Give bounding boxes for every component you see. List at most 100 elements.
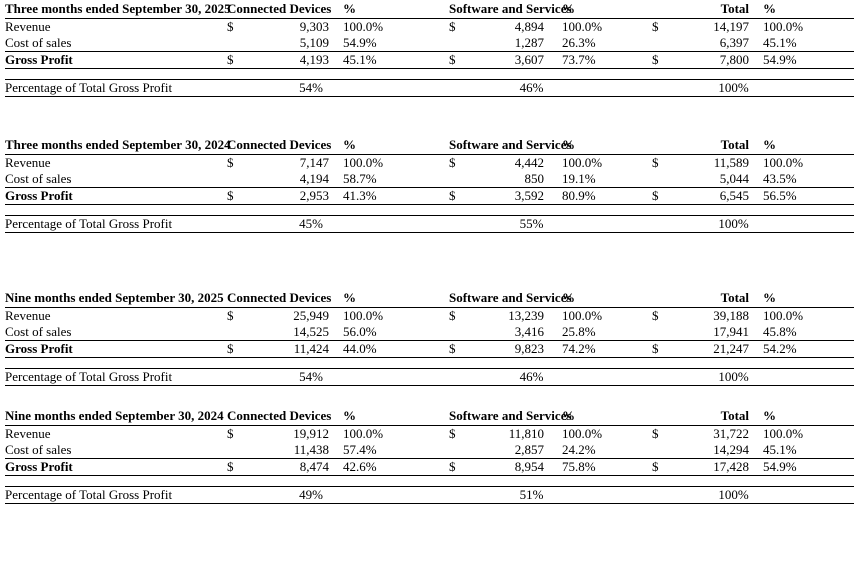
table-nine-months-2024: Nine months ended September 30, 2024 Con… [5, 408, 855, 504]
summary-percent: 51% [449, 486, 614, 504]
currency-symbol: $ [652, 187, 674, 205]
currency-symbol: $ [227, 458, 249, 476]
percent-value: 54.9% [343, 35, 395, 52]
summary-label: Percentage of Total Gross Profit [5, 486, 227, 504]
currency-symbol: $ [652, 426, 659, 441]
revenue-row: Revenue $ 25,949 100.0% $ 13,239 100.0% … [5, 308, 854, 325]
summary-percent: 46% [449, 79, 614, 97]
period-title: Nine months ended September 30, 2025 [5, 290, 227, 308]
revenue-row: Revenue $ 9,303 100.0% $ 4,894 100.0% $ … [5, 19, 854, 36]
period-title: Three months ended September 30, 2024 [5, 137, 231, 155]
amount-value: 14,294 [674, 442, 750, 459]
gross-profit-row: Gross Profit $ 8,474 42.6% $ 8,954 75.8%… [5, 458, 855, 476]
percent-value: 45.1% [763, 442, 816, 459]
percent-value: 56.0% [343, 324, 395, 341]
currency-symbol [652, 442, 674, 459]
amount-value: 5,044 [674, 171, 750, 188]
percent-value: 57.4% [343, 442, 395, 459]
currency-symbol: $ [227, 155, 234, 170]
summary-percent: 45% [227, 215, 395, 233]
percent-value: 25.8% [562, 324, 614, 341]
percent-value: 100.0% [562, 19, 603, 34]
column-header-percent: % [763, 408, 816, 426]
column-header-connected-devices: Connected Devices [227, 1, 331, 19]
currency-symbol: $ [449, 340, 471, 358]
spacer-row [5, 68, 855, 80]
percent-value: 54.9% [763, 51, 816, 69]
currency-symbol [449, 442, 471, 459]
amount-value: 11,589 [713, 155, 750, 170]
currency-symbol [227, 324, 249, 341]
amount-value: 6,397 [674, 35, 750, 52]
column-header-percent: % [562, 290, 614, 308]
currency-symbol: $ [652, 155, 659, 170]
column-header-percent: % [562, 1, 614, 19]
amount-value: 11,438 [249, 442, 329, 459]
percent-value: 100.0% [562, 308, 603, 323]
percent-value: 100.0% [343, 19, 384, 34]
amount-value: 4,442 [514, 155, 544, 170]
currency-symbol: $ [227, 51, 249, 69]
currency-symbol: $ [652, 308, 659, 323]
amount-value: 8,954 [471, 458, 544, 476]
percent-value: 43.5% [763, 171, 816, 188]
amount-value: 1,287 [471, 35, 544, 52]
amount-value: 14,197 [713, 19, 750, 34]
column-header-percent: % [343, 1, 395, 19]
currency-symbol: $ [652, 458, 674, 476]
row-label: Cost of sales [5, 171, 227, 188]
amount-value: 4,894 [514, 19, 544, 34]
percent-value: 42.6% [343, 458, 395, 476]
summary-percent: 100% [652, 486, 816, 504]
table-three-months-2025: Three months ended September 30, 2025 Co… [5, 1, 855, 97]
percent-value: 100.0% [562, 155, 603, 170]
column-header-total: Total [652, 1, 750, 19]
column-header-percent: % [343, 408, 395, 426]
amount-value: 2,857 [471, 442, 544, 459]
percent-value: 45.8% [763, 324, 816, 341]
amount-value: 19,912 [293, 426, 329, 441]
amount-value: 4,194 [249, 171, 329, 188]
percent-value: 100.0% [343, 308, 384, 323]
row-label: Gross Profit [5, 458, 227, 476]
header-row: Three months ended September 30, 2024 Co… [5, 137, 855, 155]
amount-value: 6,545 [674, 187, 750, 205]
cost-of-sales-row: Cost of sales 14,525 56.0% 3,416 25.8% 1… [5, 324, 855, 341]
amount-value: 9,303 [299, 19, 329, 34]
percent-value: 100.0% [763, 155, 804, 170]
currency-symbol: $ [449, 308, 456, 323]
column-header-percent: % [562, 408, 614, 426]
row-label: Cost of sales [5, 35, 227, 52]
amount-value: 2,953 [249, 187, 329, 205]
summary-percent: 46% [449, 368, 614, 386]
summary-label: Percentage of Total Gross Profit [5, 368, 227, 386]
summary-percent: 100% [652, 79, 816, 97]
percent-value: 100.0% [343, 426, 384, 441]
revenue-row: Revenue $ 19,912 100.0% $ 11,810 100.0% … [5, 426, 854, 443]
column-header-connected-devices: Connected Devices [227, 408, 331, 426]
cost-of-sales-row: Cost of sales 11,438 57.4% 2,857 24.2% 1… [5, 442, 855, 459]
summary-row: Percentage of Total Gross Profit 49% 51%… [5, 486, 855, 504]
gross-profit-row: Gross Profit $ 4,193 45.1% $ 3,607 73.7%… [5, 51, 855, 69]
gross-profit-row: Gross Profit $ 11,424 44.0% $ 9,823 74.2… [5, 340, 855, 358]
amount-value: 5,109 [249, 35, 329, 52]
summary-row: Percentage of Total Gross Profit 54% 46%… [5, 368, 855, 386]
currency-symbol: $ [227, 187, 249, 205]
currency-symbol: $ [449, 19, 456, 34]
currency-symbol [652, 324, 674, 341]
table-nine-months-2025: Nine months ended September 30, 2025 Con… [5, 290, 855, 386]
currency-symbol: $ [449, 155, 456, 170]
row-label: Gross Profit [5, 187, 227, 205]
column-header-software-services: Software and Services [449, 137, 572, 155]
row-label: Revenue [5, 426, 51, 441]
spacer-row [5, 475, 855, 487]
column-header-connected-devices: Connected Devices [227, 137, 331, 155]
percent-value: 58.7% [343, 171, 395, 188]
percent-value: 100.0% [763, 426, 804, 441]
summary-label: Percentage of Total Gross Profit [5, 79, 227, 97]
column-header-percent: % [763, 137, 816, 155]
summary-percent: 55% [449, 215, 614, 233]
currency-symbol: $ [652, 19, 659, 34]
amount-value: 3,416 [471, 324, 544, 341]
amount-value: 17,428 [674, 458, 750, 476]
